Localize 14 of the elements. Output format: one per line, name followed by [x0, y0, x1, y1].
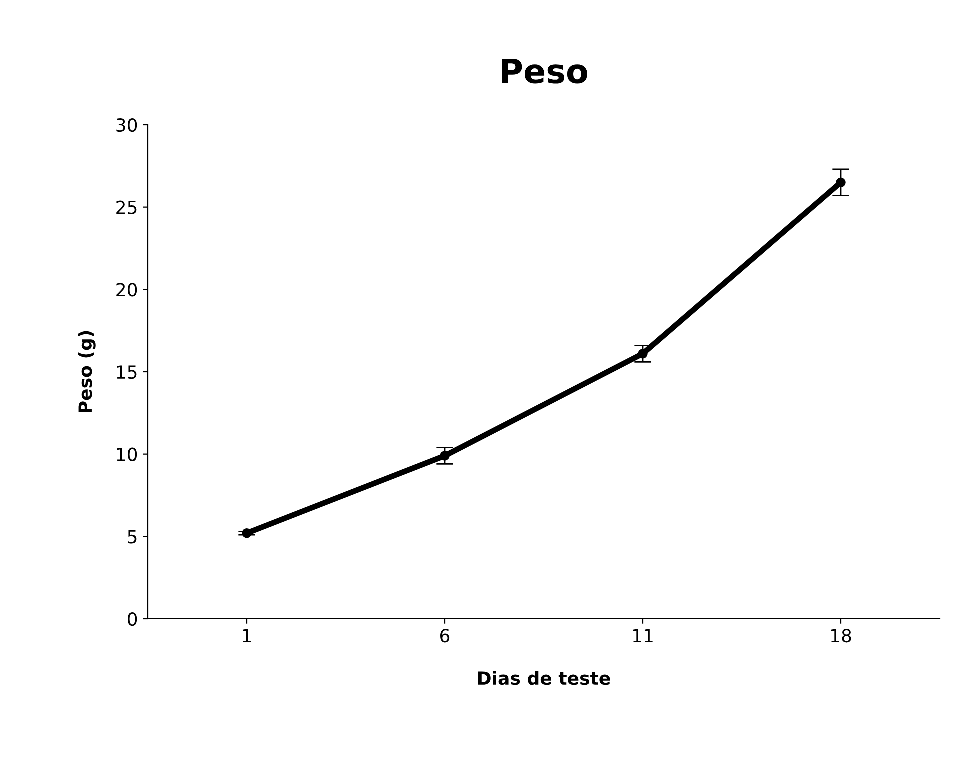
y-tick-label: 20 — [116, 283, 138, 297]
chart-title: Peso — [502, 59, 588, 84]
x-tick-label: 18 — [831, 629, 852, 643]
y-axis-title: Peso (g) — [78, 331, 96, 413]
x-tick-label: 1 — [243, 629, 252, 642]
x-tick-label: 6 — [440, 629, 450, 643]
x-tick-label: 11 — [633, 629, 653, 642]
y-tick-label: 10 — [117, 448, 138, 462]
x-axis-title: Dias de teste — [478, 671, 610, 686]
y-tick-label: 15 — [117, 366, 137, 380]
y-tick-label: 5 — [128, 530, 137, 544]
y-tick-label: 0 — [128, 612, 138, 626]
y-tick-label: 25 — [116, 200, 137, 214]
y-tick-label: 30 — [116, 118, 138, 132]
